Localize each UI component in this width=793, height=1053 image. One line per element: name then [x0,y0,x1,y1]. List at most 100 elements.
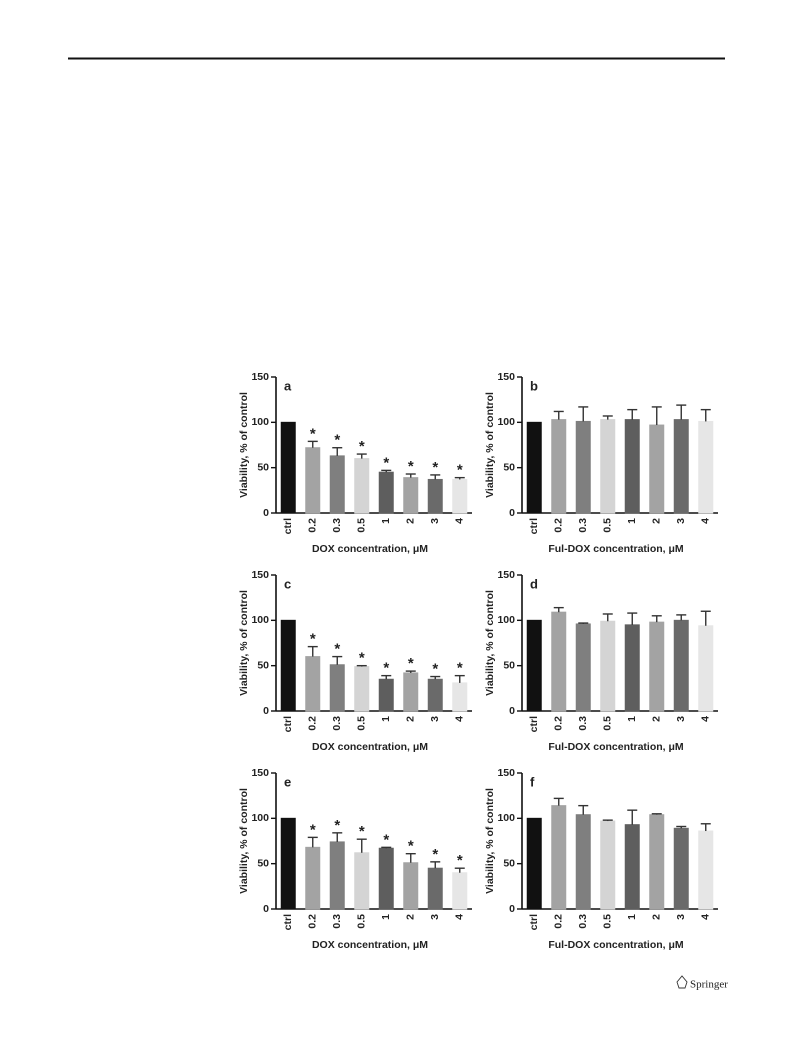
bar [649,814,665,910]
x-tick-label: 4 [700,914,712,920]
x-tick-label: 4 [454,914,466,920]
x-tick-label: 3 [429,518,441,524]
error-bar [700,823,711,832]
significance-marker: * [310,425,316,442]
error-bar [651,813,662,815]
error-bar [602,819,613,822]
y-tick-label: 0 [509,705,515,717]
bar [649,621,665,712]
panel-label: e [284,774,291,789]
error-bar [676,614,687,621]
bar [329,841,345,910]
error-bar [454,476,465,480]
error-bar [430,474,441,480]
x-tick-label: 0.5 [602,518,614,533]
bar [673,419,689,514]
significance-marker: * [432,459,438,476]
x-tick-label: 0.2 [553,518,565,533]
bar [526,421,542,514]
significance-marker: * [383,831,389,848]
bar [698,625,714,712]
error-bar [307,645,318,657]
error-bar [627,809,638,825]
y-tick-label: 0 [509,507,515,519]
error-bar [307,836,318,848]
x-tick-label: 3 [675,518,687,524]
bar [624,824,640,910]
y-tick-label: 50 [503,461,515,473]
error-bar [578,804,589,815]
bar [280,817,296,910]
bar [575,623,591,712]
error-bar [676,825,687,829]
x-tick-label: 4 [454,518,466,524]
error-bar [700,610,711,626]
x-tick-label: ctrl [282,518,294,534]
panel-label: c [284,576,291,591]
error-bar [307,440,318,448]
y-tick-label: 100 [497,416,515,428]
significance-marker: * [457,852,463,869]
error-bar [454,867,465,873]
y-axis-label: Viability, % of control [238,590,250,696]
x-tick-label: 4 [700,716,712,722]
y-tick-label: 150 [497,569,515,581]
x-tick-label: 2 [405,914,417,920]
x-axis-label: Ful-DOX concentration, μM [548,543,684,555]
bar [624,624,640,712]
bar [305,447,321,514]
bar [551,611,567,712]
bar [698,830,714,910]
publisher: Springer [690,979,728,991]
y-axis-label: Viability, % of control [238,392,250,498]
x-tick-label: 0.3 [577,914,589,929]
x-tick-label: 0.5 [356,716,368,731]
significance-marker: * [408,838,414,855]
significance-marker: * [383,454,389,471]
bar [354,852,370,910]
x-axis-label: Ful-DOX concentration, μM [548,939,684,951]
bar [403,477,419,514]
x-tick-label: ctrl [282,914,294,930]
bar [624,419,640,514]
x-tick-label: 2 [651,518,663,524]
bar [378,847,394,910]
significance-marker: * [408,655,414,672]
bar [280,421,296,514]
error-bar [454,674,465,683]
error-bar [553,606,564,613]
error-bar [700,408,711,422]
bar [526,619,542,712]
bar [452,682,468,712]
x-tick-label: 4 [700,518,712,524]
significance-marker: * [457,660,463,677]
chart: 0 50 100 150 b Viability, % of control Ful-DOX… [484,371,718,555]
bar [575,420,591,514]
error-bar [651,615,662,623]
x-tick-label: 0.3 [577,518,589,533]
x-tick-label: 0.5 [356,518,368,533]
x-tick-label: 1 [626,716,638,722]
x-tick-label: 0.2 [307,518,319,533]
y-axis-label: Viability, % of control [484,590,496,696]
bar [354,666,370,712]
y-axis-label: Viability, % of control [238,788,250,894]
x-tick-label: 3 [429,914,441,920]
x-tick-label: 3 [675,914,687,920]
bar [354,458,370,514]
chart: 0 50 100 150 a Viability, % of control DOX con… [238,371,472,555]
panel-label: b [530,378,538,393]
bar [329,664,345,712]
x-tick-label: 0.3 [331,914,343,929]
significance-marker: * [359,823,365,840]
bar [427,478,443,514]
bar [427,678,443,712]
error-bar [356,453,367,459]
error-bar [578,406,589,422]
error-bar [332,655,343,665]
bar [673,827,689,910]
x-tick-label: 0.2 [553,716,565,731]
y-axis-label: Viability, % of control [484,788,496,894]
bar [378,471,394,514]
